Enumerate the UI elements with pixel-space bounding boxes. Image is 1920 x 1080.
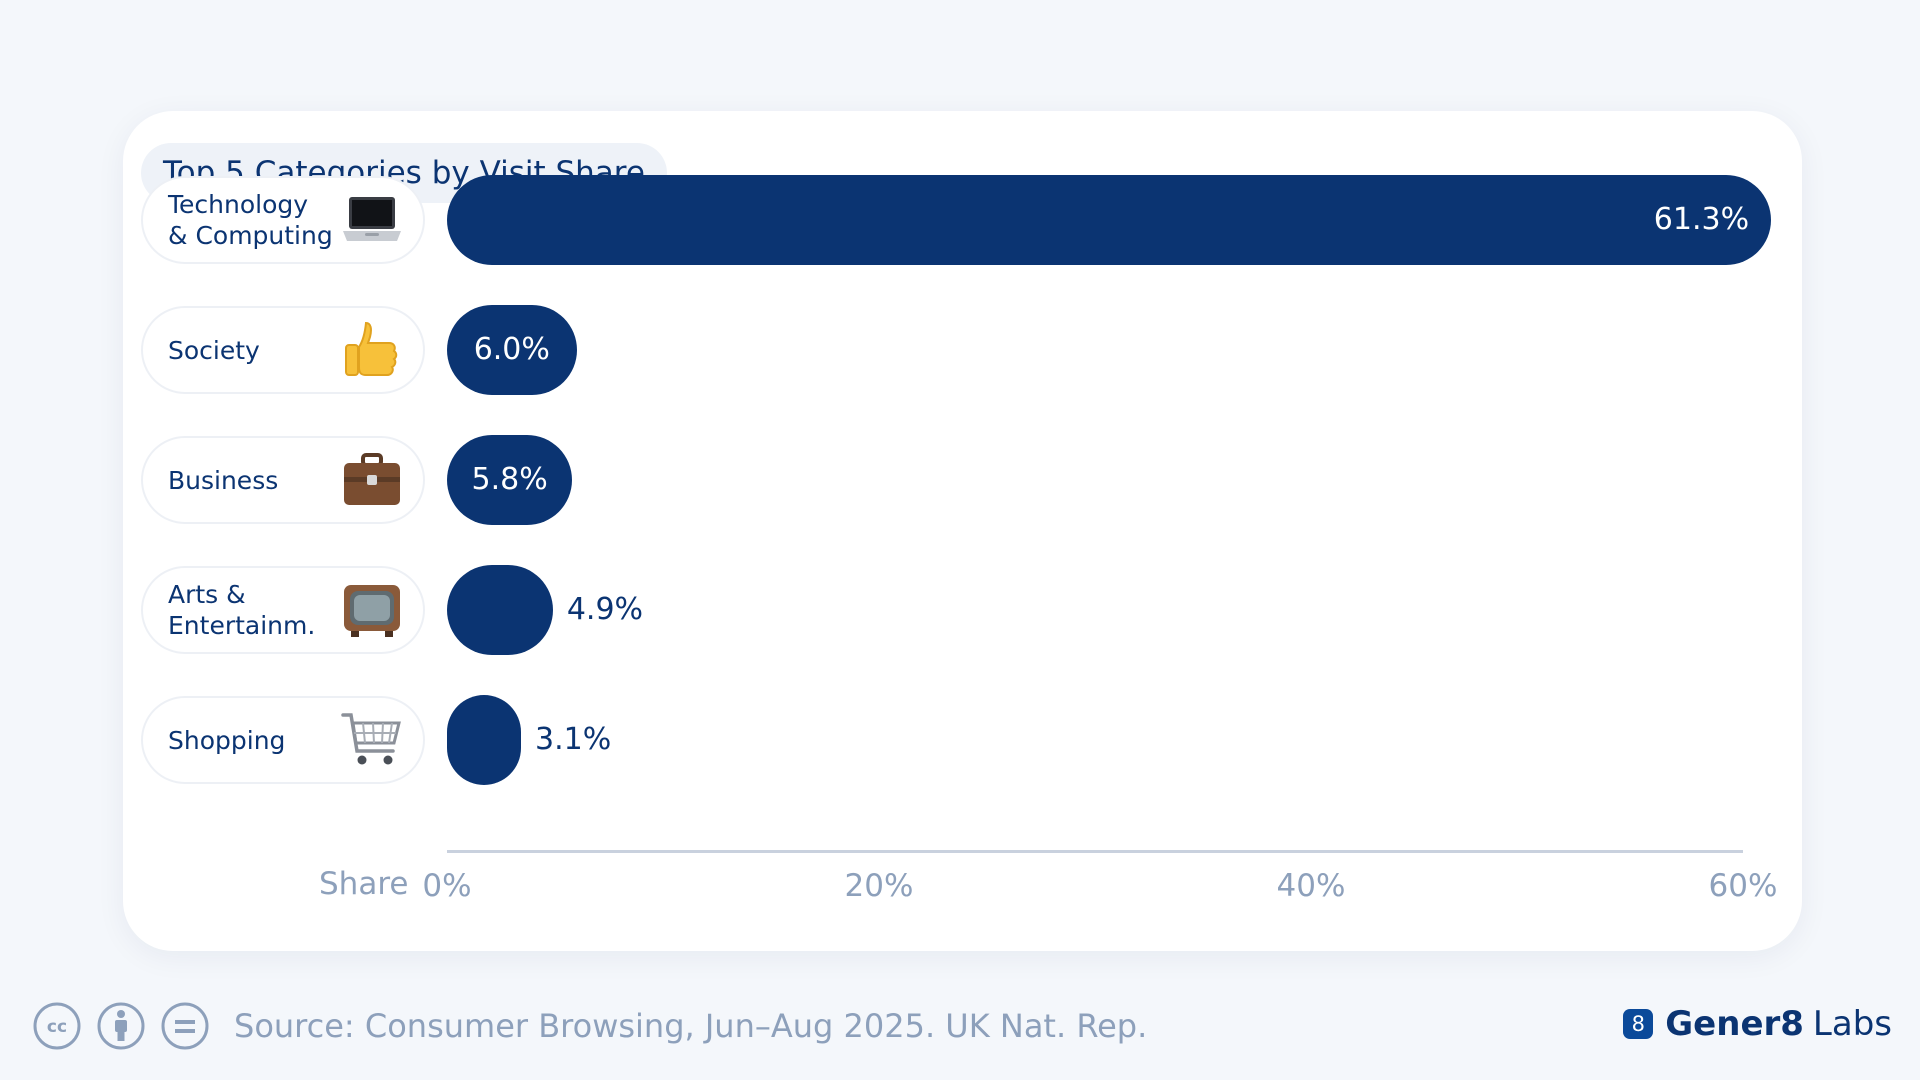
category-label-0: Technology & Computing xyxy=(141,176,425,264)
bar xyxy=(447,305,577,395)
no-derivatives-icon xyxy=(161,1002,209,1050)
bar xyxy=(447,565,553,655)
category-label-text: Business xyxy=(168,465,279,495)
category-label-text: Society xyxy=(168,335,260,365)
category-label-4: Shopping xyxy=(141,696,425,784)
creative-commons-icon: cc xyxy=(33,1002,81,1050)
x-tick-label: 60% xyxy=(1708,868,1778,904)
brand-mark-icon: 8 xyxy=(1623,1009,1654,1039)
attribution-icon xyxy=(97,1002,145,1050)
bar xyxy=(447,435,573,525)
shopping-cart-icon xyxy=(339,707,405,773)
television-icon xyxy=(339,577,405,643)
footer: cc Source: Consumer Browsing, Jun–Aug 20… xyxy=(32,1000,1147,1052)
data-label: 4.9% xyxy=(566,592,644,627)
data-label: 3.1% xyxy=(535,722,612,757)
x-axis-line xyxy=(447,850,1743,853)
briefcase-icon xyxy=(339,447,405,513)
category-label-text: Shopping xyxy=(168,725,286,755)
bar xyxy=(447,695,521,785)
category-label-3: Arts & Entertainm. xyxy=(141,566,425,654)
data-label: 61.3% xyxy=(1653,202,1750,237)
x-tick-label: 40% xyxy=(1276,868,1346,904)
x-axis-title: Share xyxy=(319,866,409,902)
x-tick-label: 0% xyxy=(422,868,472,904)
brand-name: Gener8 xyxy=(1665,1004,1804,1044)
data-label: 6.0% xyxy=(473,332,550,367)
bar xyxy=(447,175,1772,265)
source-note: Source: Consumer Browsing, Jun–Aug 2025.… xyxy=(234,1007,1148,1045)
category-label-text: Arts & Entertainm. xyxy=(168,580,316,640)
brand-logo: 8 Gener8 Labs xyxy=(1623,1004,1892,1044)
category-label-2: Business xyxy=(141,436,425,524)
laptop-icon xyxy=(339,187,405,253)
thumbs-up-icon xyxy=(339,317,405,383)
svg-text:cc: cc xyxy=(47,1017,67,1037)
category-label-text: Technology & Computing xyxy=(168,190,333,250)
x-tick-label: 20% xyxy=(844,868,914,904)
category-label-1: Society xyxy=(141,306,425,394)
chart-card: Top 5 Categories by Visit Share Technolo… xyxy=(123,111,1802,951)
brand-suffix: Labs xyxy=(1812,1004,1892,1044)
data-label: 5.8% xyxy=(471,462,548,497)
